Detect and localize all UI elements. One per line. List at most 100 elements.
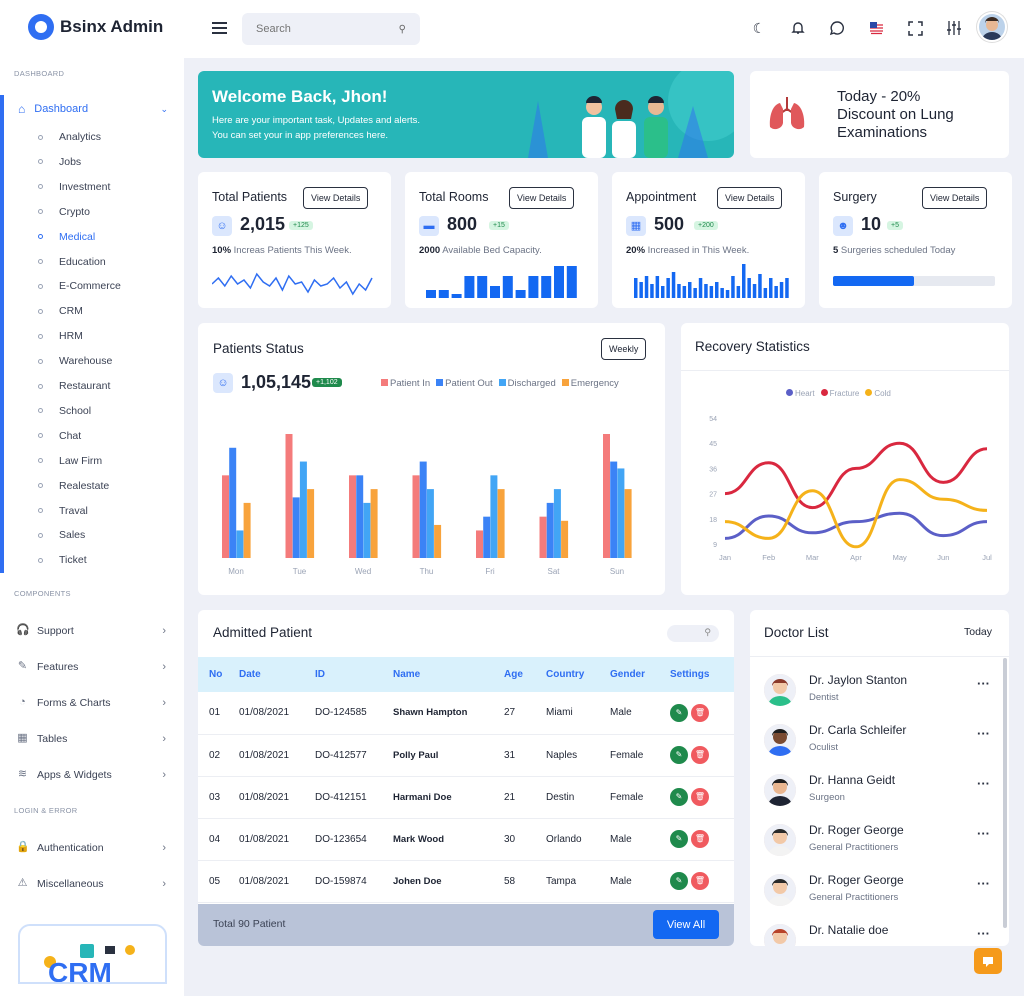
sidebar-item-analytics[interactable]: Analytics [38,131,101,143]
doctor-item[interactable]: Dr. Hanna Geidt Surgeon [764,770,998,810]
edit-icon[interactable]: ✎ [670,746,688,764]
sidebar-item-realestate[interactable]: Realestate [38,480,109,492]
table-search[interactable]: ⚲ [667,625,719,642]
doctor-role: General Practitioners [809,842,899,853]
us-flag-icon[interactable] [867,19,885,37]
bell-icon[interactable] [789,19,807,37]
table-row[interactable]: 04 01/08/2021 DO-123654 Mark Wood 30 Orlando M… [198,818,734,861]
sidebar-item-jobs[interactable]: Jobs [38,156,81,168]
view-details-button[interactable]: View Details [509,187,575,209]
table-row[interactable]: 05 01/08/2021 DO-159874 Johen Doe 58 Tampa Mal… [198,860,734,903]
more-options-icon[interactable]: ··· [977,776,990,791]
menu-icon[interactable] [212,22,227,34]
sidebar-group-miscellaneous[interactable]: ⚠ Miscellaneous › [16,877,166,890]
legend-item: Cold [865,389,891,398]
legend-item: Discharged [498,378,556,389]
edit-icon[interactable]: ✎ [670,788,688,806]
doctor-item[interactable]: Dr. Roger George General Practitioners [764,820,998,860]
scrollbar[interactable] [1003,658,1007,928]
table-row[interactable]: 03 01/08/2021 DO-412151 Harmani Doe 21 Destin… [198,776,734,819]
column-header-settings[interactable]: Settings [659,657,734,692]
column-header-country[interactable]: Country [535,657,599,692]
sidebar-item-e-commerce[interactable]: E-Commerce [38,280,121,292]
grid-icon: ▦ [17,732,28,744]
doctor-item[interactable]: Dr. Carla Schleifer Oculist [764,720,998,760]
progress-fill [833,276,914,286]
more-options-icon[interactable]: ··· [977,726,990,741]
column-header-date[interactable]: Date [228,657,304,692]
table-row[interactable]: 02 01/08/2021 DO-412577 Polly Paul 31 Naples F… [198,734,734,777]
delete-icon[interactable]: 🗑 [691,746,709,764]
delete-icon[interactable]: 🗑 [691,830,709,848]
chat-icon[interactable] [828,19,846,37]
view-all-button[interactable]: View All [653,910,719,939]
edit-icon[interactable]: ✎ [670,830,688,848]
column-header-id[interactable]: ID [304,657,382,692]
sidebar-item-crm[interactable]: CRM [38,305,83,317]
view-details-button[interactable]: View Details [717,187,783,209]
column-header-no[interactable]: No [198,657,228,692]
sidebar-item-restaurant[interactable]: Restaurant [38,380,110,392]
settings-sliders-icon[interactable] [945,19,963,37]
doctor-item[interactable]: Dr. Roger George General Practitioners [764,870,998,910]
doctor-item[interactable]: Dr. Jaylon Stanton Dentist [764,670,998,710]
edit-icon[interactable]: ✎ [670,703,688,722]
delete-icon[interactable]: 🗑 [691,703,709,722]
table-row[interactable]: 01 01/08/2021 DO-124585 Shawn Hampton 27 Miam… [198,692,734,735]
legend-label: Patient Out [445,378,493,389]
view-details-button[interactable]: View Details [303,187,369,209]
column-header-age[interactable]: Age [493,657,535,692]
search-box[interactable]: ⚲ [242,13,420,45]
sidebar-item-label: Apps & Widgets [37,768,112,781]
view-details-button[interactable]: View Details [922,187,988,209]
doctor-item[interactable]: Dr. Natalie doe [764,920,998,946]
sidebar-item-school[interactable]: School [38,405,91,417]
sidebar-item-education[interactable]: Education [38,256,106,268]
more-options-icon[interactable]: ··· [977,876,990,891]
more-options-icon[interactable]: ··· [977,676,990,691]
column-header-name[interactable]: Name [382,657,493,692]
delete-icon[interactable]: 🗑 [691,872,709,890]
weekly-button[interactable]: Weekly [601,338,647,360]
sidebar-group-authentication[interactable]: 🔒 Authentication › [16,841,166,854]
moon-icon[interactable]: ☾ [752,19,766,36]
sidebar-item-label: Authentication [37,841,104,854]
chevron-right-icon: › [162,732,166,745]
sidebar-group-tables[interactable]: ▦ Tables › [16,732,166,745]
sidebar-group-features[interactable]: ✎ Features › [16,660,166,673]
sidebar-group-support[interactable]: 🎧 Support › [16,624,166,637]
logo[interactable]: Bsinx Admin [28,14,163,40]
sidebar-item-ticket[interactable]: Ticket [38,554,87,566]
search-icon[interactable]: ⚲ [704,627,711,637]
sidebar-item-warehouse[interactable]: Warehouse [38,355,112,367]
sidebar-item-law-firm[interactable]: Law Firm [38,455,102,467]
stat-subtext: 10% Increas Patients This Week. [212,245,352,256]
doctor-filter[interactable]: Today [964,626,993,638]
sidebar-item-medical[interactable]: Medical [38,231,95,243]
more-options-icon[interactable]: ··· [977,826,990,841]
fullscreen-icon[interactable] [906,19,924,37]
sidebar-group-apps-widgets[interactable]: ≋ Apps & Widgets › [16,768,166,781]
sidebar-item-chat[interactable]: Chat [38,430,81,442]
sidebar-item-hrm[interactable]: HRM [38,330,83,342]
search-input[interactable] [256,23,399,35]
edit-icon: ✎ [17,660,28,672]
sidebar-item-label: Warehouse [59,355,113,368]
sidebar-item-crypto[interactable]: Crypto [38,206,90,218]
sidebar-item-dashboard[interactable]: ⌂ Dashboard ⌄ [18,102,168,116]
edit-icon[interactable]: ✎ [670,872,688,890]
user-avatar[interactable] [977,12,1007,42]
column-header-gender[interactable]: Gender [599,657,659,692]
sidebar-promo-card[interactable]: CRM [18,924,167,984]
chevron-right-icon: › [162,624,166,637]
sidebar-item-sales[interactable]: Sales [38,529,85,541]
sidebar-group-forms-charts[interactable]: ◔ Forms & Charts › [16,696,166,709]
chat-widget-button[interactable] [974,948,1002,974]
lung-discount-card[interactable]: Today - 20% Discount on Lung Examination… [750,71,1009,158]
sidebar-item-traval[interactable]: Traval [38,505,88,517]
sidebar-item-investment[interactable]: Investment [38,181,110,193]
delete-icon[interactable]: 🗑 [691,788,709,806]
search-icon[interactable]: ⚲ [398,23,406,35]
more-options-icon[interactable]: ··· [977,926,990,941]
stat-subtext: 2000 Available Bed Capacity. [419,245,542,256]
